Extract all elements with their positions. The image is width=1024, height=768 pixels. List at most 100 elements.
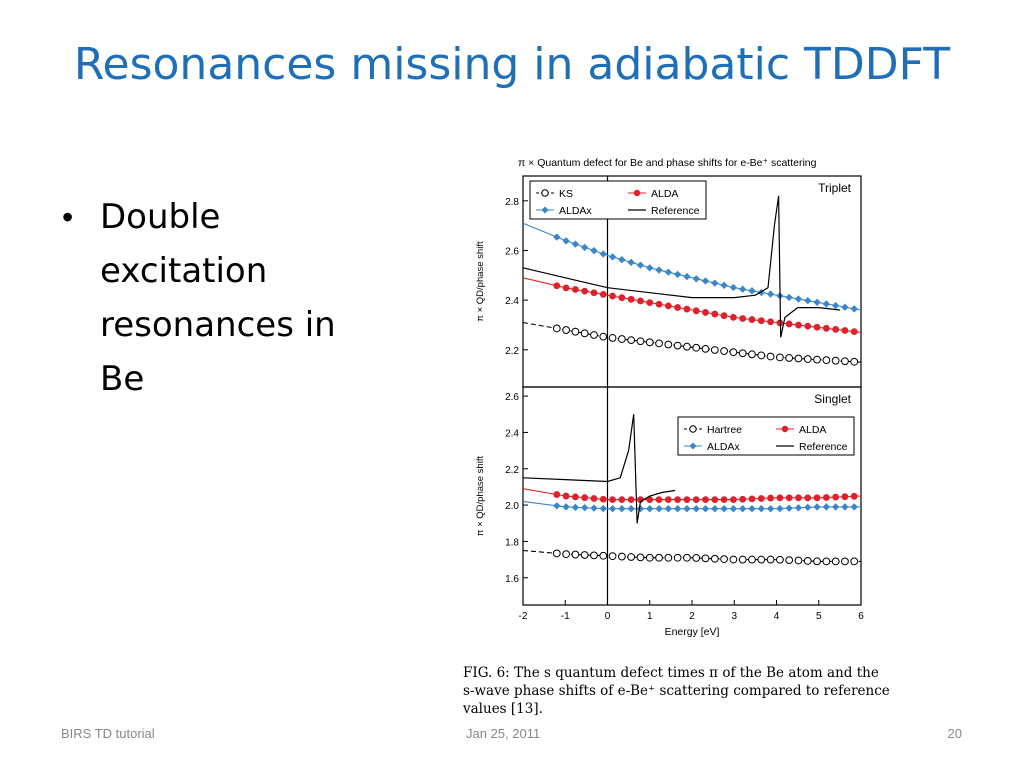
legend-marker-alda <box>633 189 641 197</box>
y-tick-label: 2.6 <box>505 392 519 403</box>
slide-number: 20 <box>947 726 962 741</box>
series-point-hartree <box>748 555 756 564</box>
series-point-alda <box>804 322 812 330</box>
series-point-alda <box>553 282 561 290</box>
series-point-alda <box>748 495 756 503</box>
series-point-alda <box>590 495 598 502</box>
series-point-ks <box>850 357 859 366</box>
y-axis-label: π × QD/phase shift <box>475 241 486 322</box>
series-point-alda <box>795 321 802 329</box>
bullet-list: • Double excitation resonances in Be <box>62 190 380 406</box>
series-point-aldax <box>599 504 607 513</box>
series-point-hartree <box>636 553 645 562</box>
series-point-aldax <box>711 505 719 513</box>
series-point-alda <box>562 492 570 500</box>
series-point-alda <box>730 313 737 321</box>
series-point-aldax <box>590 504 598 512</box>
series-point-aldax <box>581 504 589 512</box>
series-point-aldax <box>701 505 710 513</box>
series-point-aldax <box>729 283 738 292</box>
series-point-alda <box>813 323 821 331</box>
series-point-alda <box>581 494 589 502</box>
y-tick-label: 1.8 <box>505 537 519 548</box>
legend-marker-aldax <box>541 206 549 214</box>
legend-label: ALDAx <box>707 441 740 453</box>
series-point-hartree <box>571 550 580 559</box>
series-point-alda <box>599 291 607 298</box>
series-point-alda <box>832 326 840 333</box>
series-point-aldax <box>850 503 858 511</box>
series-point-ks <box>831 356 840 365</box>
series-point-hartree <box>822 557 831 566</box>
series-point-ks <box>729 348 738 357</box>
series-point-alda <box>730 496 737 504</box>
legend-marker-alda <box>781 425 789 433</box>
series-point-ks <box>645 338 654 347</box>
series-point-alda <box>850 328 858 335</box>
series-point-aldax <box>729 505 738 513</box>
series-point-ks <box>599 332 608 341</box>
series-point-alda <box>664 302 672 310</box>
series-point-aldax <box>720 505 728 513</box>
x-tick-label: 4 <box>774 611 780 622</box>
series-point-alda <box>795 494 802 502</box>
series-point-alda <box>804 494 812 502</box>
series-point-hartree <box>841 557 849 566</box>
series-point-ks <box>738 349 747 358</box>
series-point-ks <box>822 356 831 365</box>
x-tick-label: 6 <box>858 611 864 622</box>
series-point-alda <box>822 494 830 501</box>
series-point-ks <box>803 355 812 363</box>
x-tick-label: 2 <box>689 611 695 622</box>
series-point-alda <box>841 327 849 334</box>
series-point-aldax <box>841 503 849 511</box>
series-point-alda <box>609 496 616 504</box>
legend-box <box>529 180 707 220</box>
series-point-ks <box>701 344 710 353</box>
series-point-aldax <box>655 505 663 513</box>
series-point-hartree <box>775 555 784 564</box>
series-line-aldax <box>522 222 862 311</box>
series-point-hartree <box>617 552 626 561</box>
series-point-ks <box>841 357 849 366</box>
series-point-aldax <box>571 503 580 512</box>
series-point-ks <box>748 350 756 359</box>
series-point-aldax <box>785 293 793 302</box>
series-point-aldax <box>553 233 561 241</box>
series-point-alda <box>683 305 691 313</box>
series-point-ks <box>617 335 626 343</box>
series-point-alda <box>776 319 784 327</box>
series-point-aldax <box>562 503 570 511</box>
series-point-aldax <box>785 504 793 512</box>
series-point-aldax <box>692 275 700 283</box>
series-point-alda <box>674 304 682 311</box>
series-point-aldax <box>711 279 719 287</box>
series-point-aldax <box>618 505 626 513</box>
series-point-ks <box>590 331 598 339</box>
series-point-hartree <box>710 554 719 563</box>
series-point-alda <box>832 493 840 501</box>
series-point-aldax <box>664 505 673 513</box>
series-point-hartree <box>701 554 710 563</box>
series-point-alda <box>739 315 747 322</box>
series-point-ks <box>775 353 784 362</box>
series-point-aldax <box>692 505 700 513</box>
series-point-aldax <box>813 503 821 511</box>
series-point-alda <box>637 496 644 504</box>
series-point-aldax <box>831 503 840 511</box>
panel-label-singlet: Singlet <box>814 392 851 406</box>
series-line-reference <box>522 195 840 338</box>
y-tick-label: 2.4 <box>505 428 519 439</box>
series-point-hartree <box>552 549 561 558</box>
slide-title: Resonances missing in adiabatic TDDFT <box>73 39 951 90</box>
series-point-alda <box>711 310 719 318</box>
legend-marker-aldax <box>689 442 697 450</box>
series-point-alda <box>822 324 830 332</box>
series-point-ks <box>813 355 821 364</box>
series-point-hartree <box>590 551 598 560</box>
x-tick-label: -1 <box>561 611 570 622</box>
series-point-aldax <box>776 504 784 513</box>
series-point-alda <box>748 316 756 323</box>
series-point-aldax <box>655 266 663 274</box>
series-point-alda <box>692 307 700 315</box>
